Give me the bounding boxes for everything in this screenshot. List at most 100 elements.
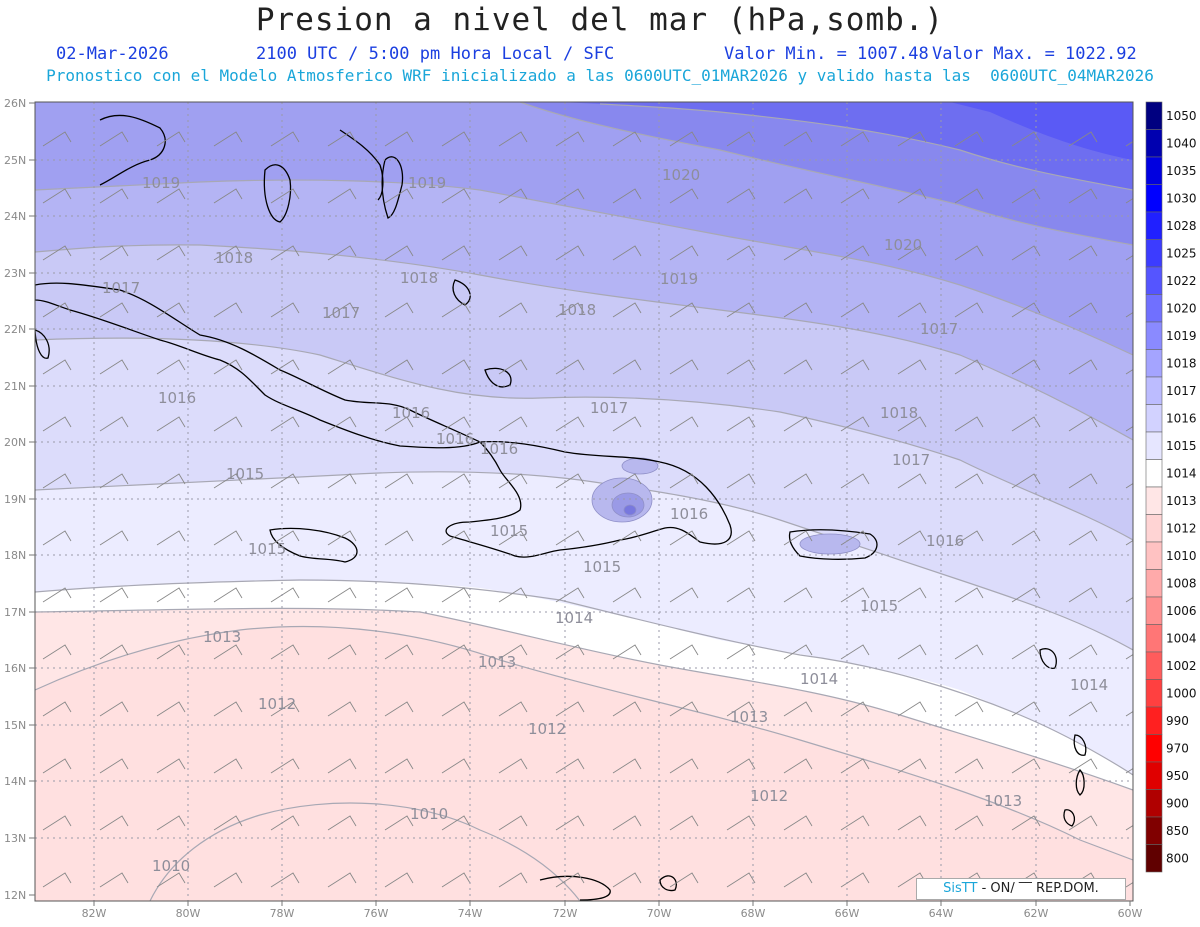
colorbar-swatch: [1145, 294, 1163, 323]
lat-label: 24N: [4, 210, 26, 223]
colorbar-swatch: [1145, 156, 1163, 185]
colorbar-swatch: [1145, 761, 1163, 790]
value-min: Valor Min. = 1007.48: [724, 44, 929, 64]
forecast-time: 2100 UTC / 5:00 pm Hora Local / SFC: [256, 44, 615, 64]
lon-label: 82W: [82, 907, 107, 920]
colorbar-swatch: [1145, 514, 1163, 543]
colorbar-swatch: [1145, 569, 1163, 598]
contour-labels: 1020 1020 1019 1019 1019 1018 1018 1018 …: [102, 166, 1108, 875]
lat-label: 25N: [4, 154, 26, 167]
colorbar-label: 850: [1166, 824, 1189, 838]
value-max: Valor Max. = 1022.92: [932, 44, 1137, 64]
colorbar-label: 1022: [1166, 274, 1197, 288]
map-title: Presion a nivel del mar (hPa,somb.): [255, 2, 945, 38]
contour-label: 1017: [892, 451, 930, 469]
colorbar-swatch: [1145, 844, 1163, 873]
colorbar-swatch: [1145, 486, 1163, 515]
contour-label: 1017: [322, 304, 360, 322]
colorbar-swatch: [1145, 651, 1163, 680]
colorbar-swatch: [1145, 816, 1163, 845]
credit-box: SisTT - ON/ ‾‾ REP.DOM.: [916, 878, 1126, 900]
lon-label: 66W: [835, 907, 860, 920]
header-info: 02-Mar-2026 2100 UTC / 5:00 pm Hora Loca…: [0, 44, 1200, 64]
contour-label: 1018: [880, 404, 918, 422]
map-frame: [34, 101, 1134, 902]
lat-ticks: [29, 102, 35, 896]
contour-label: 1017: [590, 399, 628, 417]
lat-label: 26N: [4, 97, 26, 110]
contour-label: 1019: [142, 174, 180, 192]
colorbar-swatch: [1145, 706, 1163, 735]
contour-label: 1015: [583, 558, 621, 576]
colorbar-swatch: [1145, 734, 1163, 763]
colorbar-label: 1010: [1166, 549, 1197, 563]
contour-label: 1015: [490, 522, 528, 540]
longitude-axis: 82W 80W 78W 76W 74W 72W 70W 68W 66W 64W …: [82, 907, 1143, 920]
contour-label: 1012: [258, 695, 296, 713]
sistt-logo: SisTT: [943, 881, 978, 896]
lon-label: 68W: [741, 907, 766, 920]
lon-label: 64W: [929, 907, 954, 920]
colorbar-label: 1020: [1166, 302, 1197, 316]
colorbar-label: 1035: [1166, 164, 1197, 178]
wind-barbs: [35, 102, 1133, 901]
lat-label: 16N: [4, 662, 26, 675]
colorbar-swatch: [1145, 679, 1163, 708]
colorbar-swatch: [1145, 596, 1163, 625]
lon-label: 72W: [553, 907, 578, 920]
colorbar-label: 990: [1166, 714, 1189, 728]
contour-label: 1010: [410, 805, 448, 823]
contour-label: 1015: [226, 465, 264, 483]
map-area: 1020 1020 1019 1019 1019 1018 1018 1018 …: [35, 102, 1133, 901]
contour-label: 1015: [860, 597, 898, 615]
contour-label: 1019: [660, 270, 698, 288]
colorbar-swatch: [1145, 624, 1163, 653]
contour-label: 1018: [215, 249, 253, 267]
contour-label: 1016: [480, 440, 518, 458]
lat-label: 23N: [4, 267, 26, 280]
lat-label: 19N: [4, 493, 26, 506]
contour-label: 1017: [920, 320, 958, 338]
contour-label: 1013: [984, 792, 1022, 810]
lat-label: 14N: [4, 775, 26, 788]
contour-label: 1018: [400, 269, 438, 287]
lat-label: 22N: [4, 323, 26, 336]
colorbar-label: 1030: [1166, 192, 1197, 206]
colorbar-swatch: [1145, 349, 1163, 378]
contour-label: 1018: [558, 301, 596, 319]
latitude-axis: 26N 25N 24N 23N 22N 21N 20N 19N 18N 17N …: [4, 97, 26, 902]
contour-label: 1013: [478, 653, 516, 671]
colorbar-label: 1013: [1166, 494, 1197, 508]
colorbar-swatch: [1145, 376, 1163, 405]
contour-label: 1016: [392, 404, 430, 422]
contour-label: 1014: [1070, 676, 1108, 694]
lon-label: 80W: [176, 907, 201, 920]
colorbar-swatch: [1145, 266, 1163, 295]
contour-label: 1016: [670, 505, 708, 523]
contour-label: 1016: [158, 389, 196, 407]
colorbar-label: 1018: [1166, 357, 1197, 371]
colorbar-swatch: [1145, 101, 1163, 130]
contour-label: 1012: [750, 787, 788, 805]
colorbar-swatch: [1145, 789, 1163, 818]
colorbar-label: 1008: [1166, 577, 1197, 591]
colorbar-swatch: [1145, 404, 1163, 433]
colorbar-swatch: [1145, 239, 1163, 268]
colorbar-label: 1015: [1166, 439, 1197, 453]
lon-label: 78W: [270, 907, 295, 920]
colorbar: 1050 1040 1035 1030 1028 1025 1022 1020 1019 1018…: [1145, 101, 1197, 873]
contour-label: 1013: [203, 628, 241, 646]
lon-ticks: [93, 901, 1131, 906]
contour-label: 1015: [248, 540, 286, 558]
colorbar-label: 1040: [1166, 137, 1197, 151]
model-info: Pronostico con el Modelo Atmosferico WRF…: [46, 66, 1154, 85]
contour-label: 1016: [436, 430, 474, 448]
lon-label: 60W: [1118, 907, 1143, 920]
colorbar-swatch: [1145, 459, 1163, 488]
colorbar-label: 950: [1166, 769, 1189, 783]
colorbar-label: 1006: [1166, 604, 1197, 618]
lat-label: 21N: [4, 380, 26, 393]
lat-label: 15N: [4, 719, 26, 732]
contour-label: 1014: [800, 670, 838, 688]
